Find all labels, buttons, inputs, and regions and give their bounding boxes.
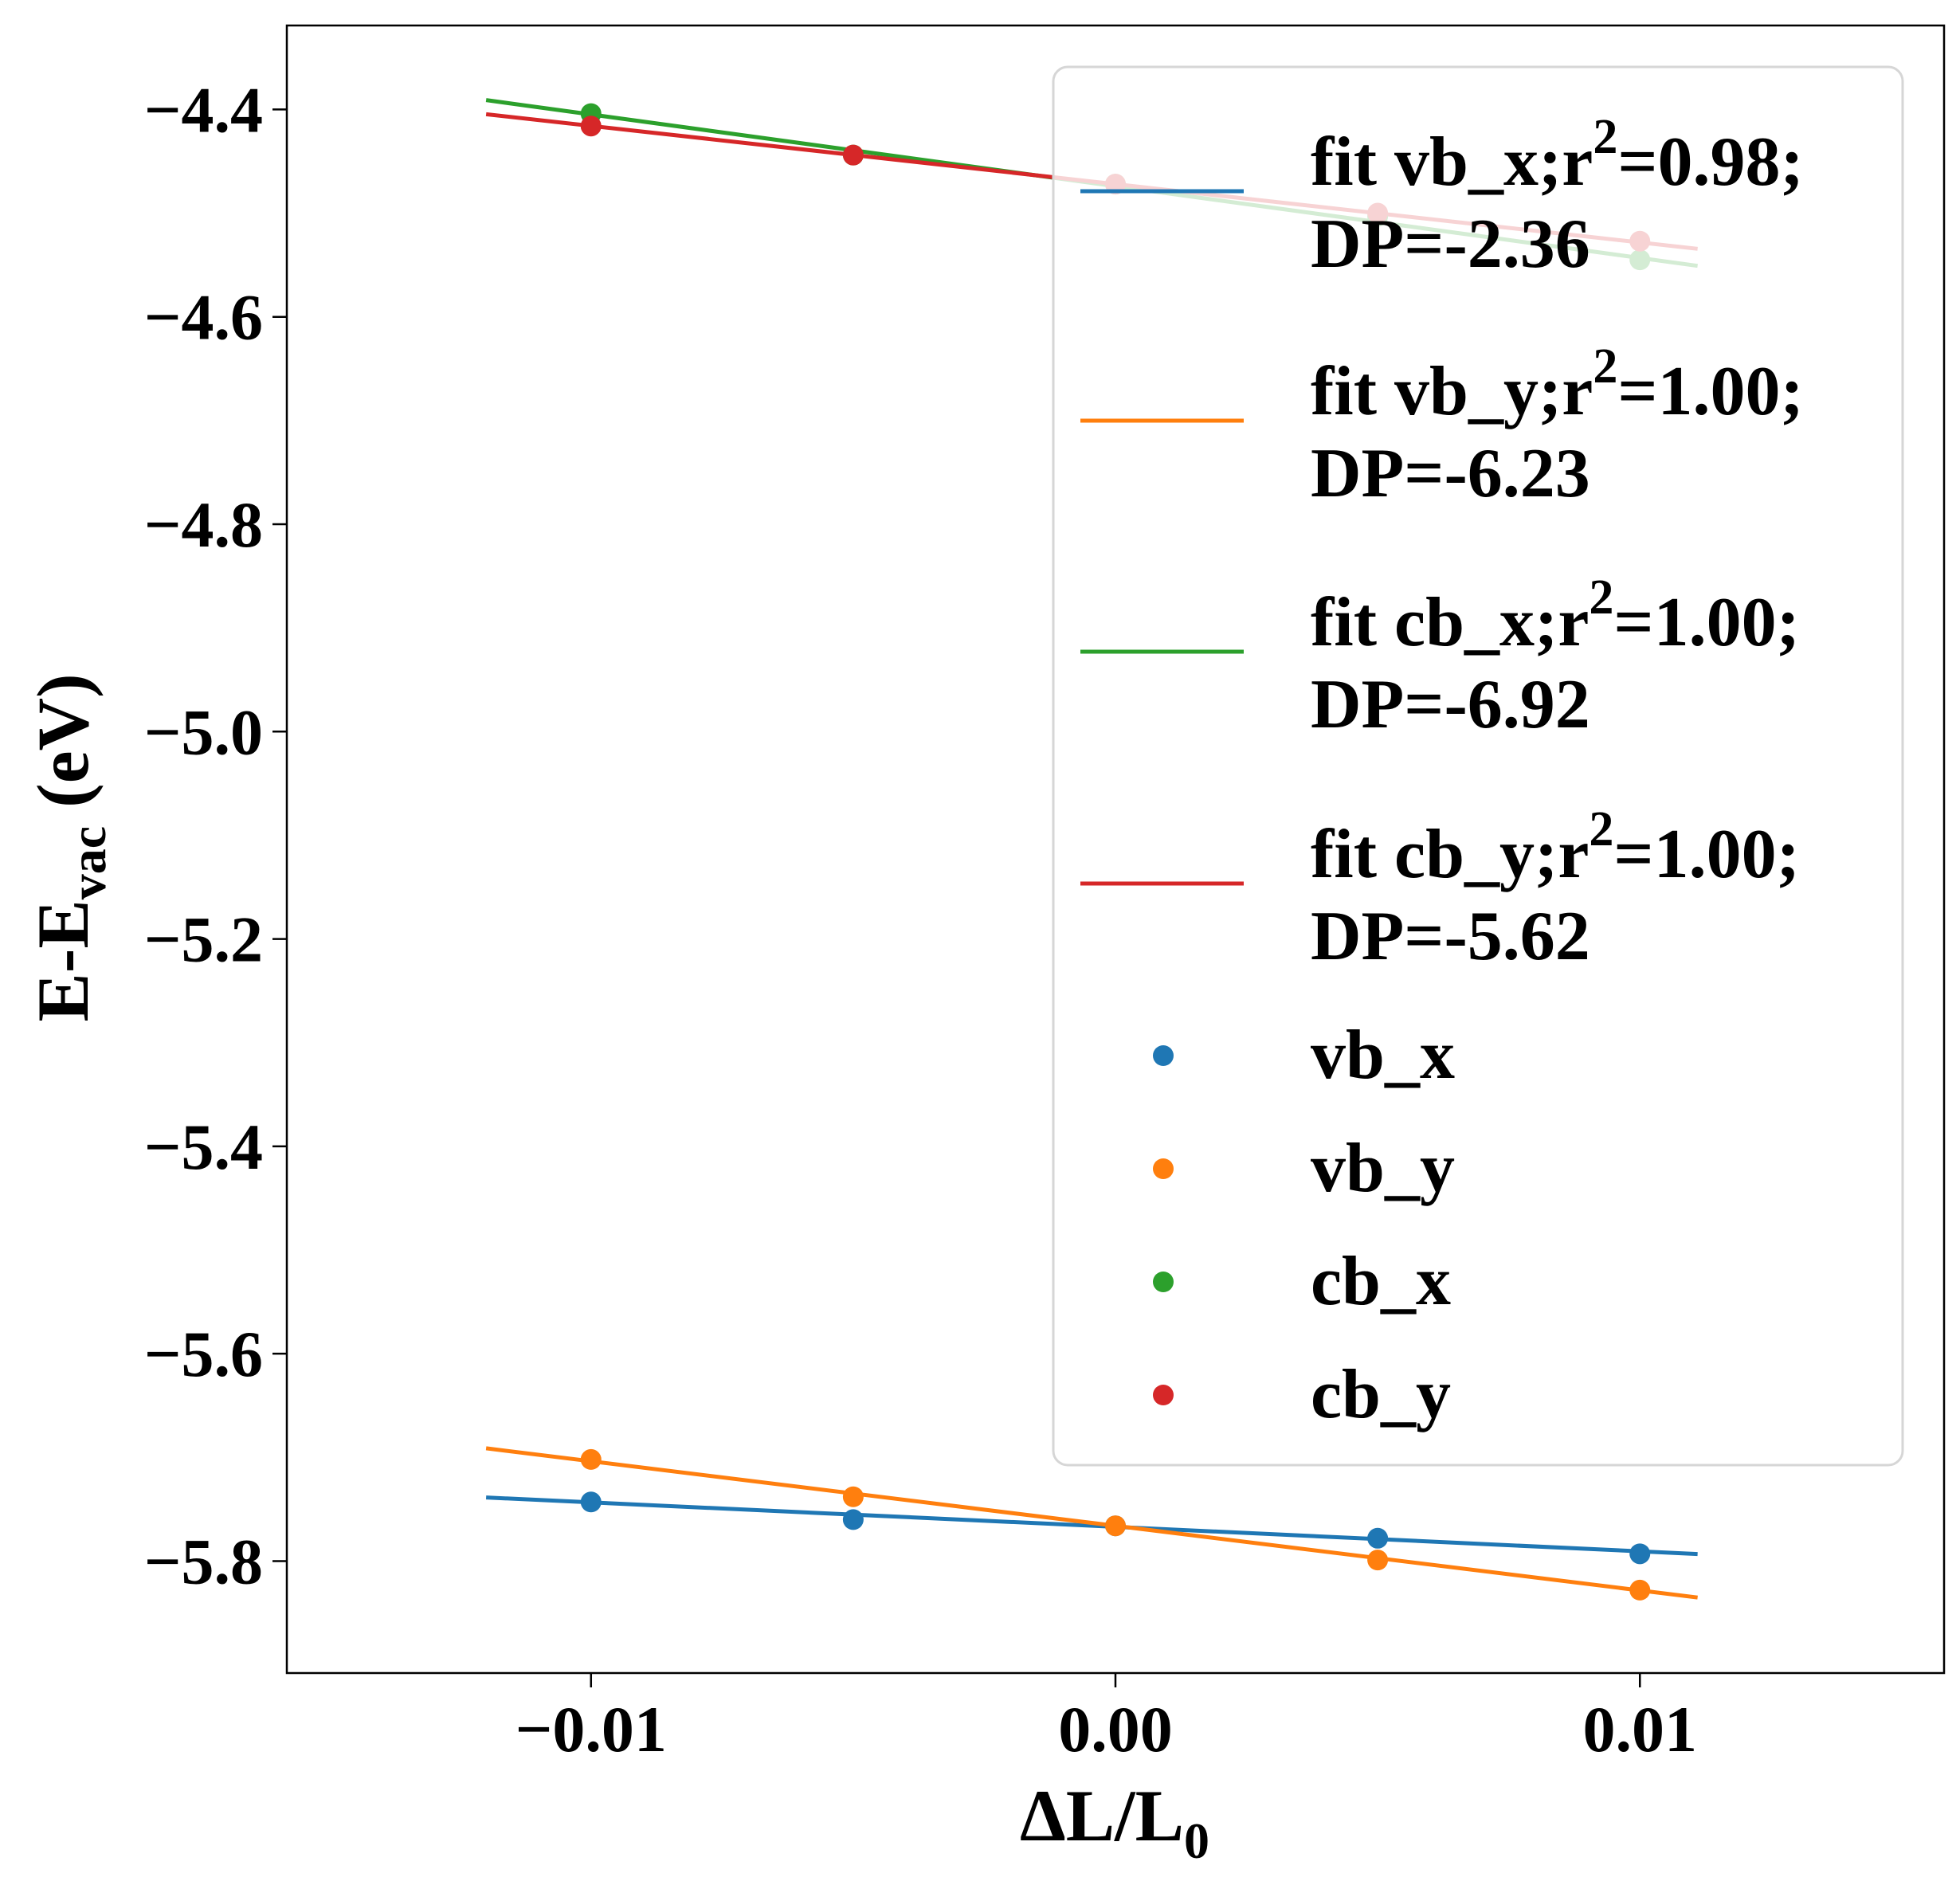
legend-r2-value: =1.00; — [1613, 816, 1799, 893]
legend-label-cb_y: cb_y — [1311, 1356, 1451, 1433]
legend-label-vb_x: vb_x — [1311, 1017, 1455, 1094]
data-point-cb_y — [580, 116, 602, 137]
legend-marker-cb_y — [1153, 1385, 1174, 1405]
data-point-vb_y — [1629, 1579, 1651, 1601]
data-point-vb_y — [842, 1486, 864, 1507]
legend-label-cb_x: cb_x — [1311, 1243, 1451, 1320]
x-tick-label: 0.01 — [1582, 1693, 1697, 1765]
data-point-cb_y — [842, 144, 864, 166]
ticks: −0.01 0.00 0.01 −4.4 −4.6 −4.8 −5.0 −5.2 −5.4 −5.… — [144, 73, 1697, 1765]
legend-fit-label-cb_x: fit cb_x;r2=1.00; — [1311, 570, 1800, 661]
legend-dp-label-vb_x: DP=-2.36 — [1311, 206, 1590, 283]
legend-r2-value: =1.00; — [1613, 584, 1799, 661]
y-tick-label: −4.6 — [144, 281, 263, 354]
data-point-vb_y — [1367, 1550, 1389, 1571]
legend-marker-vb_x — [1153, 1045, 1174, 1066]
fit-line-vb_y — [485, 1446, 1698, 1600]
legend-box — [1052, 65, 1904, 1467]
legend-r2-superscript: 2 — [1593, 110, 1617, 164]
data-point-vb_y — [580, 1448, 602, 1470]
legend-label-vb_y: vb_y — [1311, 1130, 1455, 1207]
x-tick-label: −0.01 — [515, 1693, 667, 1765]
x-axis-label: ΔL/L0 — [1020, 1775, 1209, 1869]
data-point-vb_x — [842, 1509, 864, 1530]
y-tick-label: −5.8 — [144, 1525, 263, 1597]
y-tick-label: −5.6 — [144, 1318, 263, 1390]
legend-dp-label-cb_y: DP=-5.62 — [1311, 898, 1590, 975]
data-point-vb_x — [580, 1491, 602, 1513]
legend-fit-name: fit cb_y;r — [1311, 816, 1589, 893]
y-tick-label: −5.0 — [144, 696, 263, 768]
legend-fit-name: fit vb_x;r — [1311, 123, 1593, 201]
y-tick-label: −4.8 — [144, 488, 263, 561]
legend-r2-value: =1.00; — [1617, 353, 1803, 430]
y-tick-label: −5.2 — [144, 903, 263, 976]
x-tick-label: 0.00 — [1058, 1693, 1173, 1765]
data-point-vb_y — [1105, 1515, 1126, 1537]
legend-r2-value: =0.98; — [1617, 123, 1803, 201]
legend-dp-label-cb_x: DP=-6.92 — [1311, 666, 1590, 743]
data-point-vb_x — [1367, 1527, 1389, 1549]
legend-r2-superscript: 2 — [1589, 802, 1613, 856]
legend-fit-label-vb_y: fit vb_y;r2=1.00; — [1311, 339, 1804, 430]
legend-marker-cb_x — [1153, 1272, 1174, 1292]
fit-line-vb_x — [486, 1495, 1698, 1557]
y-tick-label: −4.4 — [144, 73, 263, 146]
legend-r2-superscript: 2 — [1589, 570, 1613, 625]
legend-r2-superscript: 2 — [1593, 339, 1617, 394]
legend-marker-vb_y — [1153, 1158, 1174, 1179]
legend-dp-label-vb_y: DP=-6.23 — [1311, 435, 1590, 512]
legend-fit-name: fit cb_x;r — [1311, 584, 1589, 661]
y-tick-label: −5.4 — [144, 1111, 263, 1183]
y-axis-label: E-Evac (eV) — [22, 673, 116, 1021]
legend-fit-name: fit vb_y;r — [1311, 353, 1593, 430]
legend-fit-label-vb_x: fit vb_x;r2=0.98; — [1311, 110, 1804, 201]
data-point-vb_x — [1629, 1543, 1651, 1565]
legend-fit-label-cb_y: fit cb_y;r2=1.00; — [1311, 802, 1800, 893]
